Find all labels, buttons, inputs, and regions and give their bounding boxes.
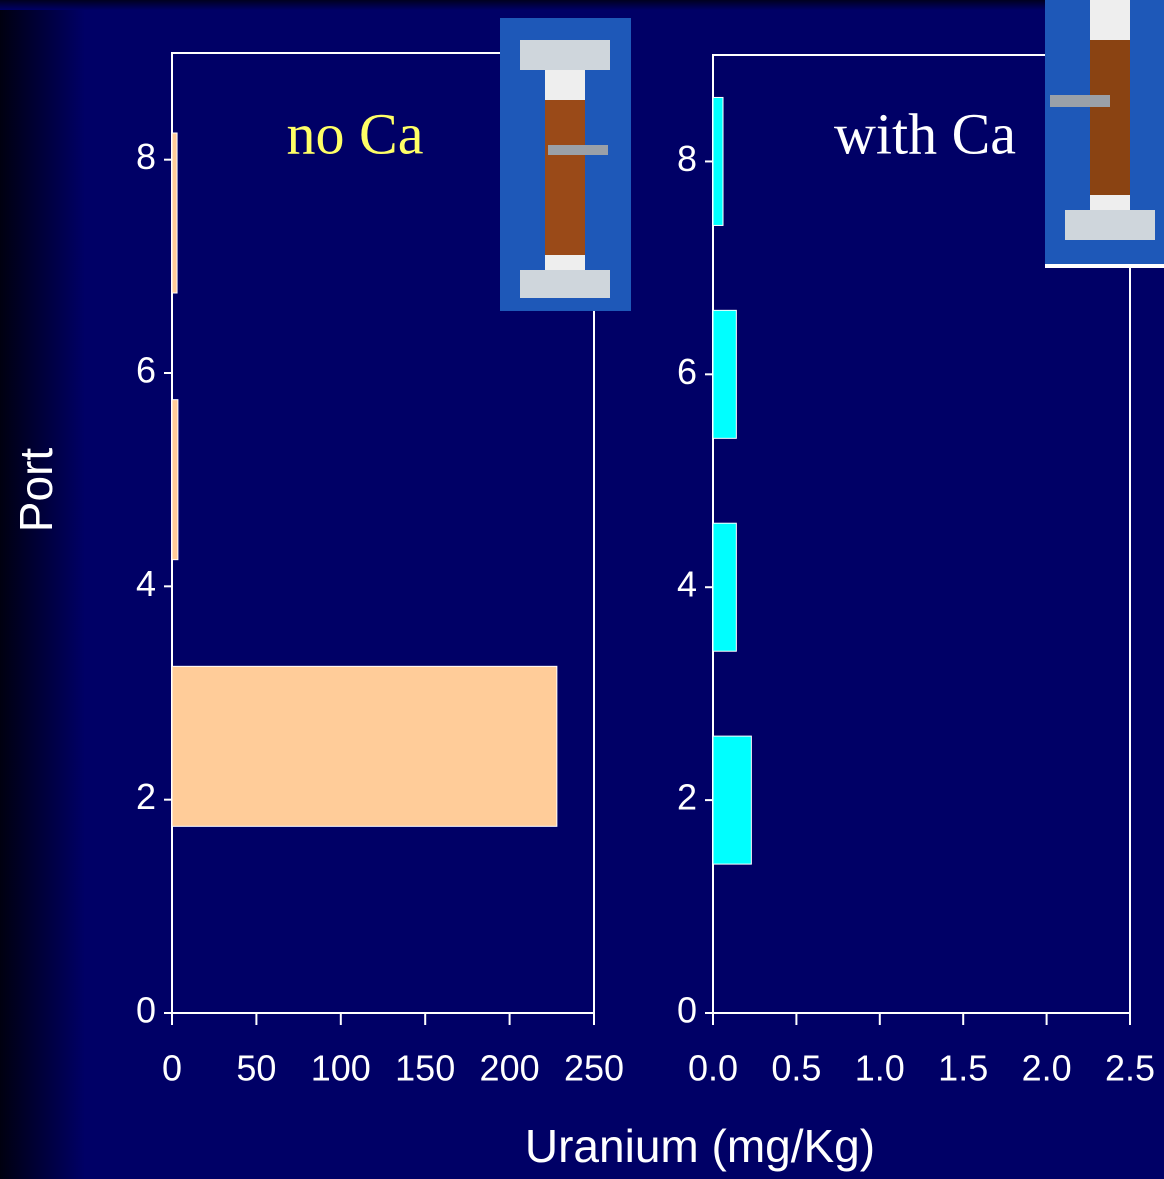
y-tick-label: 4 [677, 564, 697, 605]
photo-left [500, 18, 631, 311]
x-tick-label: 100 [311, 1048, 371, 1089]
y-tick-label: 4 [136, 563, 156, 604]
y-tick-label: 8 [136, 136, 156, 177]
x-tick-label: 50 [236, 1048, 276, 1089]
x-tick-label: 0.5 [771, 1048, 821, 1089]
y-tick-label: 8 [677, 138, 697, 179]
y-tick-label: 0 [136, 990, 156, 1031]
bar [713, 736, 751, 864]
annotation: no Ca [287, 101, 424, 166]
annotation: with Ca [834, 101, 1016, 166]
bar [713, 310, 736, 438]
background-strip [0, 0, 85, 1179]
bar [172, 666, 557, 826]
x-axis-title: Uranium (mg/Kg) [525, 1120, 875, 1172]
background-top [0, 0, 1164, 10]
x-tick-label: 1.5 [938, 1048, 988, 1089]
photo-right [1045, 0, 1164, 268]
y-tick-label: 6 [136, 350, 156, 391]
bar [172, 400, 178, 560]
x-tick-label: 0 [162, 1048, 182, 1089]
y-tick-label: 0 [677, 990, 697, 1031]
x-tick-label: 2.0 [1022, 1048, 1072, 1089]
x-tick-label: 1.0 [855, 1048, 905, 1089]
x-tick-label: 250 [564, 1048, 624, 1089]
x-tick-label: 2.5 [1105, 1048, 1155, 1089]
y-tick-label: 2 [677, 777, 697, 818]
slide: Port Uranium (mg/Kg) 0 2 4 6 8 0 50 100 150 200 25… [0, 0, 1164, 1179]
y-axis-title: Port [10, 448, 62, 533]
y-tick-label: 2 [136, 776, 156, 817]
x-tick-label: 200 [480, 1048, 540, 1089]
y-tick-label: 6 [677, 351, 697, 392]
x-tick-label: 150 [395, 1048, 455, 1089]
x-tick-label: 0.0 [688, 1048, 738, 1089]
bar [713, 523, 736, 651]
bar [172, 133, 177, 293]
bar [713, 97, 723, 225]
